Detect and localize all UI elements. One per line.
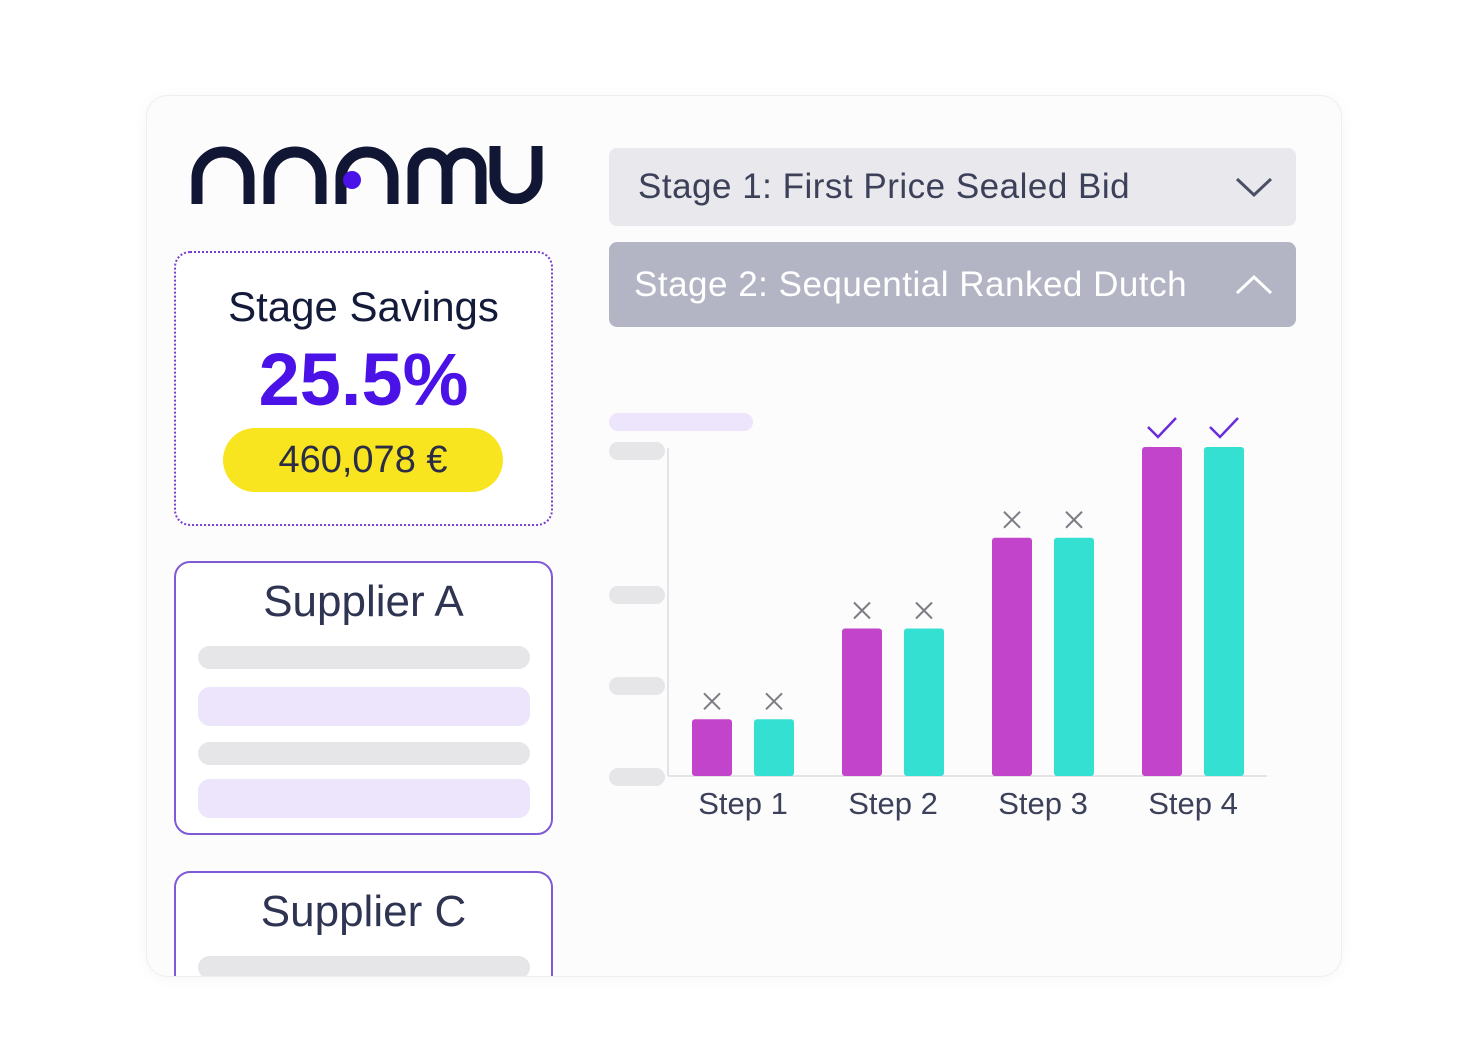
x-tick-label-step-2: Step 2: [848, 786, 938, 821]
logo-accent-dot: [343, 171, 361, 189]
supplier-placeholder-field: [198, 687, 530, 726]
bar-step-3-series-2: [1054, 537, 1094, 776]
rejected-cross-icon: [1065, 511, 1083, 529]
x-tick-label-step-3: Step 3: [998, 786, 1088, 821]
auction-card: Stage Savings 25.5% 460,078 € Supplier A…: [146, 95, 1342, 977]
rejected-cross-icon: [703, 692, 721, 710]
stage-1-dropdown[interactable]: Stage 1: First Price Sealed Bid: [609, 148, 1296, 226]
bar-step-4-series-1: [1142, 447, 1182, 776]
y-tick-label-placeholder: [609, 442, 665, 460]
bar-step-1-series-2: [754, 719, 794, 776]
step-bids-chart: Step 1 Step 2 Step 3 Step 4: [609, 413, 1267, 821]
supplier-name: Supplier A: [263, 577, 464, 626]
supplier-placeholder-line: [198, 742, 530, 765]
bar-step-4-series-2: [1204, 447, 1244, 776]
stage-savings-title: Stage Savings: [228, 283, 499, 330]
stage-savings-percent: 25.5%: [258, 338, 469, 421]
x-tick-label-step-1: Step 1: [698, 786, 788, 821]
supplier-name: Supplier C: [260, 887, 467, 936]
stage-1-label: Stage 1: First Price Sealed Bid: [638, 167, 1131, 206]
rejected-cross-icon: [853, 601, 871, 620]
chevron-up-icon: [1235, 274, 1273, 294]
rejected-cross-icon: [915, 601, 933, 620]
accepted-check-icon: [1147, 417, 1177, 439]
supplier-placeholder-field: [198, 779, 530, 818]
bar-step-2-series-1: [842, 628, 882, 776]
bar-step-3-series-1: [992, 537, 1032, 776]
stage-2-label: Stage 2: Sequential Ranked Dutch: [634, 264, 1188, 304]
stage-2-dropdown[interactable]: Stage 2: Sequential Ranked Dutch: [609, 242, 1296, 327]
supplier-placeholder-line: [198, 646, 530, 669]
stage-savings-panel: Stage Savings 25.5% 460,078 €: [174, 251, 553, 526]
bar-step-1-series-1: [692, 719, 732, 776]
supplier-card-c[interactable]: Supplier C: [174, 871, 553, 976]
x-tick-label-step-4: Step 4: [1148, 786, 1238, 821]
stage-savings-amount: 460,078 €: [223, 428, 503, 492]
bar-step-2-series-2: [904, 628, 944, 776]
y-tick-label-placeholder: [609, 768, 665, 786]
rejected-cross-icon: [765, 692, 783, 710]
chart-title-placeholder: [609, 413, 753, 431]
nnamu-logo: [191, 146, 543, 204]
supplier-card-a[interactable]: Supplier A: [174, 561, 553, 835]
supplier-placeholder-line: [198, 956, 530, 976]
y-tick-label-placeholder: [609, 586, 665, 604]
chevron-down-icon: [1235, 177, 1273, 198]
y-tick-label-placeholder: [609, 677, 665, 695]
accepted-check-icon: [1209, 417, 1239, 439]
rejected-cross-icon: [1003, 511, 1021, 529]
